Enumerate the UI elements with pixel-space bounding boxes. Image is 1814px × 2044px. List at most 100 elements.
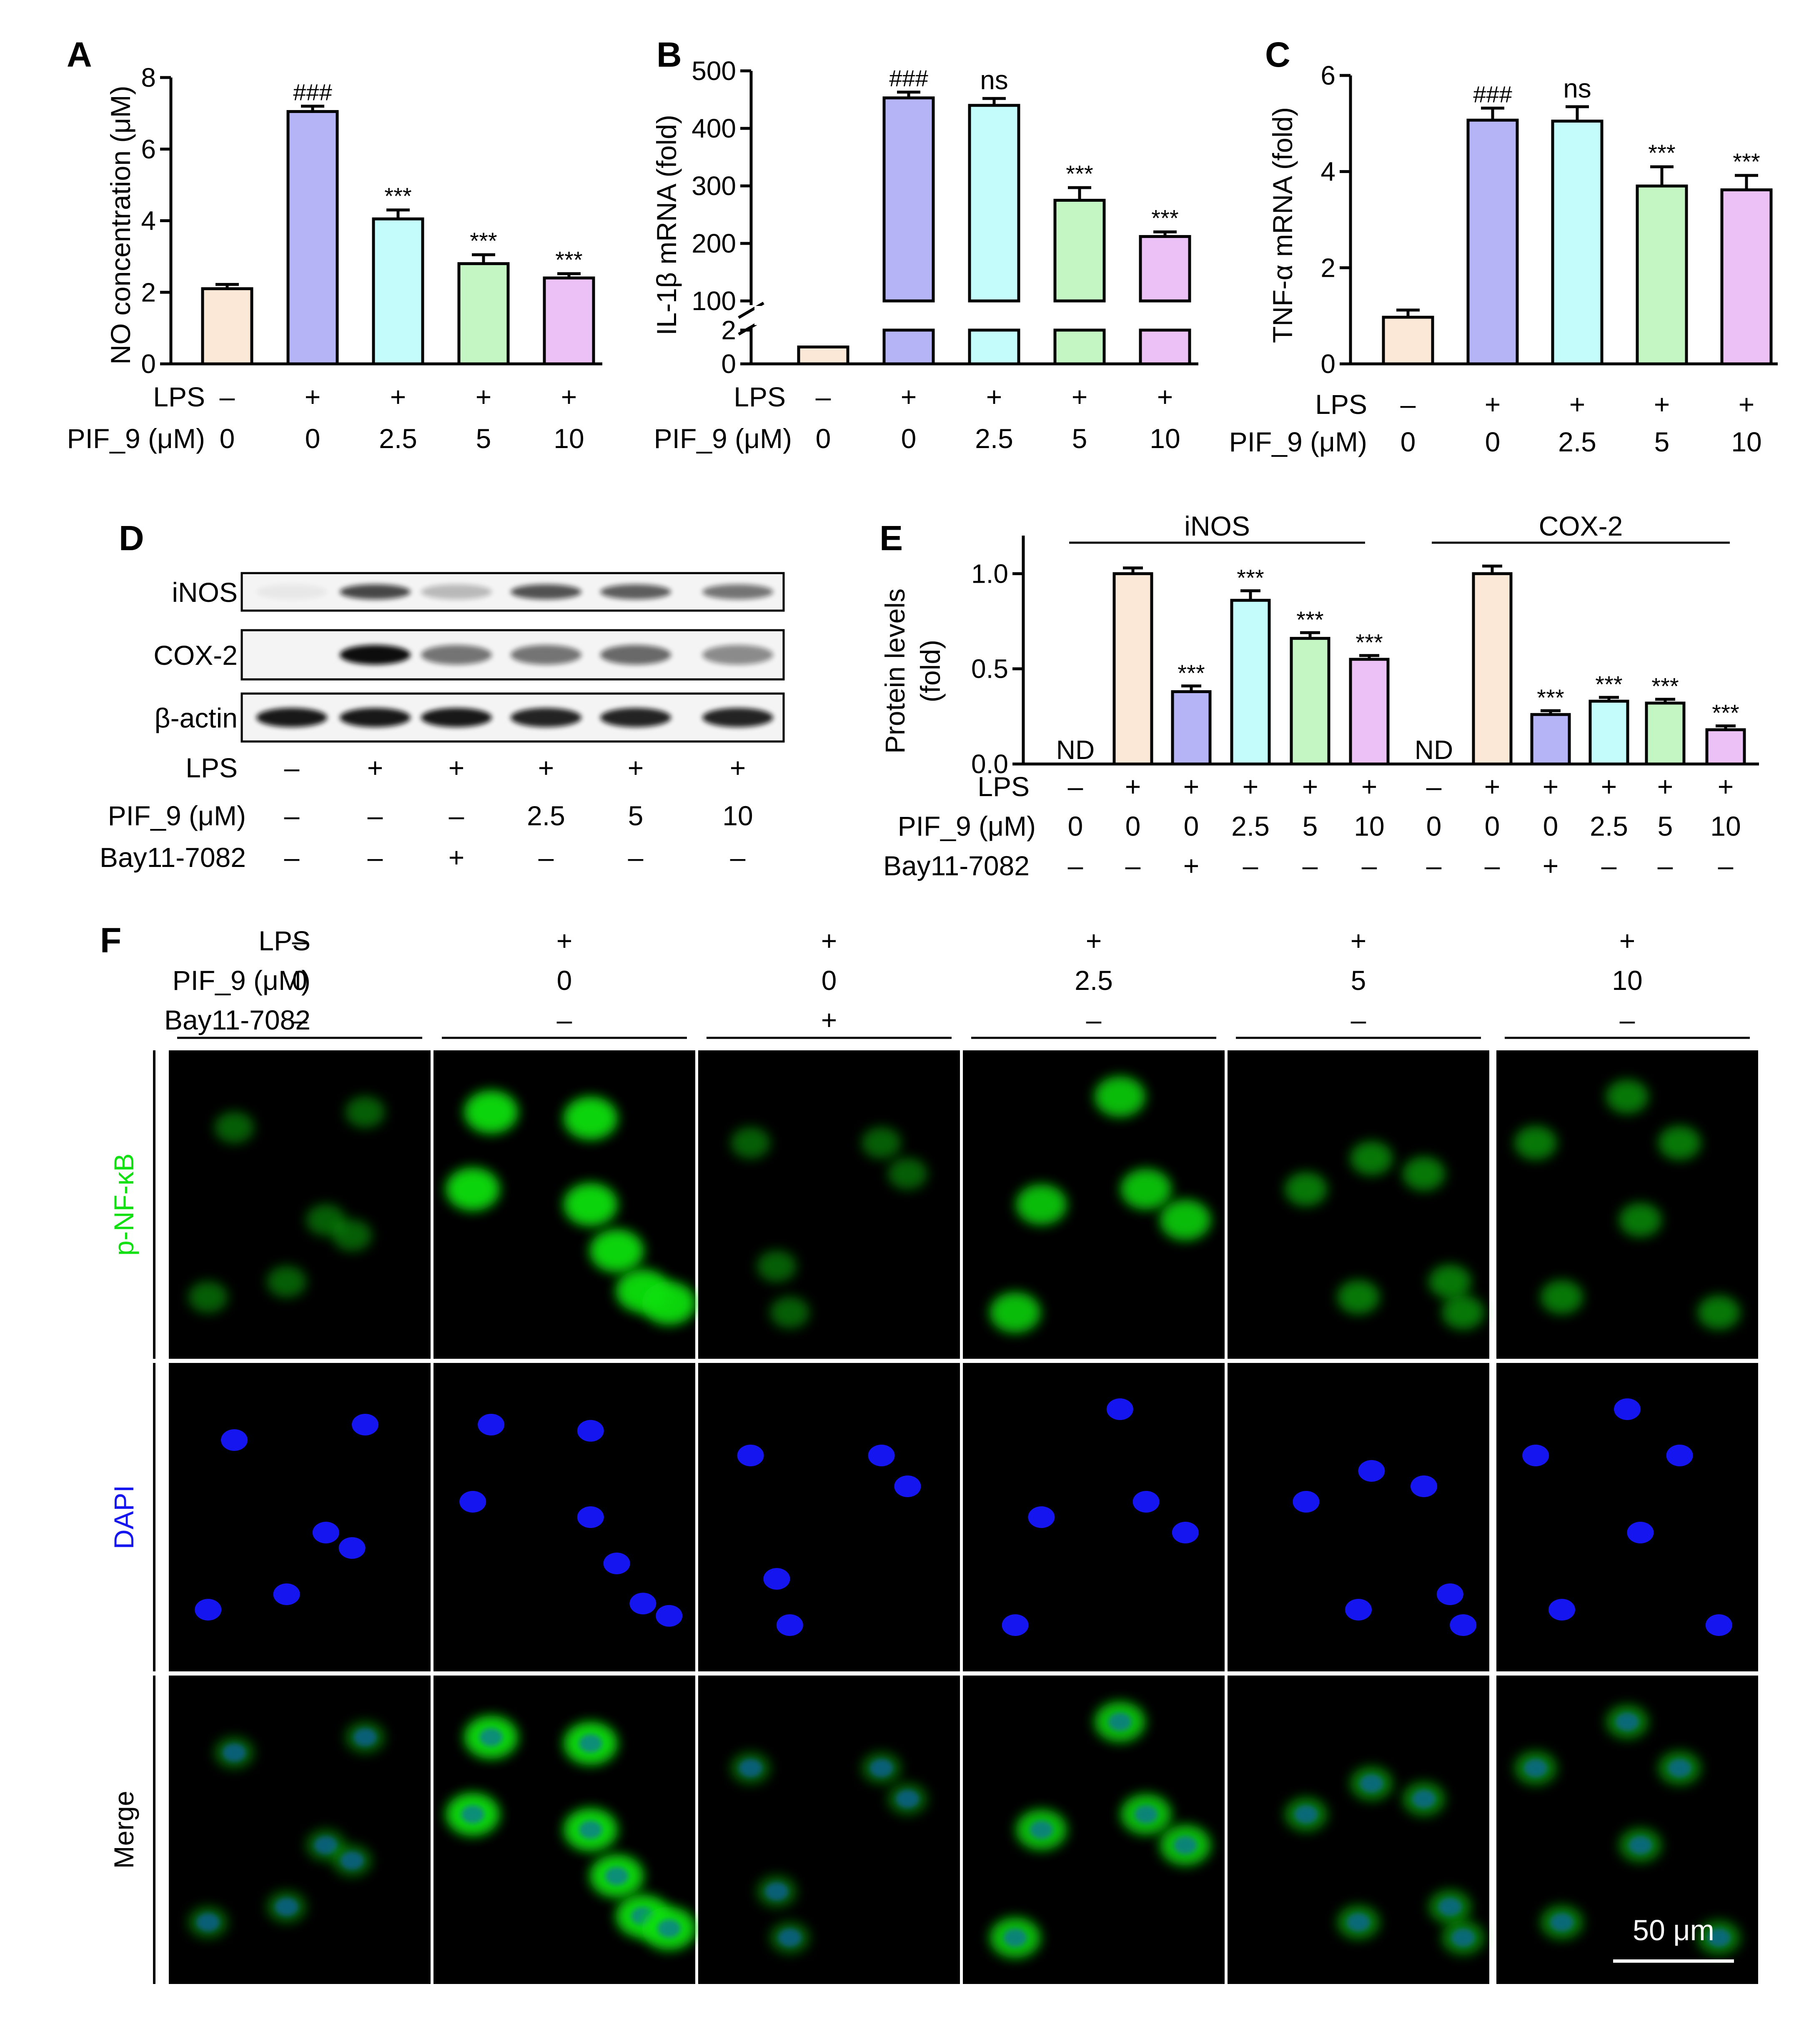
micrograph [433,1363,695,1671]
panel-letter-b: B [656,35,682,74]
lps-value: – [1426,771,1442,802]
y-axis-label-a: NO concentration (μM) [105,86,136,365]
nucleus-overlay [657,1919,681,1938]
bay-value: – [1362,850,1377,881]
bar [1636,184,1688,366]
bar [1472,572,1513,766]
nucleus-overlay [1629,1836,1652,1854]
y-tick-label: 6 [1320,60,1335,90]
y-axis-label-c: TNF-α mRNA (fold) [1267,107,1298,343]
blot-band [702,645,773,665]
axis-break-mark [738,301,764,319]
bar-lower [1139,328,1191,366]
nucleus-overlay [1451,1929,1475,1947]
lps-value: – [1401,389,1416,420]
lps-value: + [561,381,577,412]
bar [797,346,849,366]
y-tick-label: 0.0 [971,749,1008,779]
cell-signal [1350,1141,1393,1175]
cell-signal [1658,1126,1701,1160]
pif-value: 0 [305,423,321,454]
pif-value: 0 [1543,811,1558,842]
nucleus [1002,1614,1029,1636]
lps-value: + [986,381,1002,412]
nucleus-overlay [275,1898,298,1916]
bar [1705,728,1746,766]
significance-label: *** [1066,160,1093,187]
band-label: COX-2 [153,640,238,671]
blot-band [340,584,411,599]
cell-signal [446,1167,500,1211]
blot-band [256,584,327,599]
lps-value: + [1361,771,1378,802]
bay-value: + [1183,850,1200,881]
lps-value: – [816,381,831,412]
bay-value: + [1543,850,1559,881]
pif-value: 0 [292,965,308,996]
nucleus-overlay [223,1743,246,1762]
y-tick-label: 4 [1320,157,1335,187]
pif-value: 0 [1426,811,1442,842]
bay-value: – [1620,1004,1635,1035]
blot-band [421,708,492,727]
pif-value: 2.5 [1075,965,1113,996]
cell-signal [332,1220,372,1251]
bay-value: – [1086,1004,1102,1035]
nucleus [603,1553,630,1574]
nucleus-overlay [765,1882,789,1901]
panel-c: C TNF-α mRNA (fold) 0 2 4 6 ### ns *** *** – 0 +0… [1229,35,1778,457]
lps-value: + [1657,771,1674,802]
bay-label: Bay11-7082 [100,842,246,873]
pif-value: 0 [1485,426,1501,457]
cell-signal [1606,1080,1649,1114]
bay-label: Bay11-7082 [883,850,1030,881]
cell-signal [1619,1203,1662,1237]
bar-upper [882,96,935,303]
nucleus-overlay [314,1836,338,1854]
bar [286,110,339,366]
nucleus-overlay [579,1734,602,1753]
nd-label: ND [1056,735,1095,765]
significance-label: *** [555,247,582,273]
nucleus [577,1506,604,1528]
nucleus [1548,1599,1575,1621]
bay-value: – [539,842,554,873]
group-label: COX-2 [1539,511,1623,541]
bay-value: – [368,842,383,873]
bay-value: – [1303,850,1318,881]
y-tick-label: 2 [1320,253,1335,283]
panel-letter-a: A [67,35,92,74]
nucleus [1436,1583,1463,1605]
blot-band [600,645,671,665]
pif-value: 5 [1658,811,1673,842]
nucleus-overlay [1668,1759,1691,1777]
bay-value: – [1601,850,1617,881]
pif-value: 5 [1351,965,1366,996]
nucleus-overlay [1347,1913,1370,1931]
significance-label: *** [1648,140,1675,166]
cell-signal [1697,1295,1741,1330]
micrograph [169,1363,431,1671]
cell-signal [1160,1200,1211,1240]
lps-label: LPS [185,752,238,783]
lps-value: + [390,381,406,412]
bar-lower [968,328,1020,366]
bay-value: – [1068,850,1083,881]
cell-signal [887,1158,927,1190]
panel-a: A NO concentration (μM) 0 2 4 6 8 ### *** *** **… [67,35,602,454]
pif-value: 10 [1612,965,1642,996]
lps-value: – [284,752,300,783]
nucleus-overlay [196,1913,220,1931]
bar [1551,120,1604,366]
pif-value: 0 [816,423,831,454]
scale-bar-label: 50 μm [1633,1914,1714,1946]
pif-value: 5 [628,800,644,831]
pif-value: 0 [1401,426,1416,457]
lps-value: + [1243,771,1259,802]
significance-label: *** [1537,684,1564,711]
pif-value: 10 [554,423,584,454]
significance-label: *** [1355,629,1383,656]
pif-value: – [284,800,300,831]
bar-upper [1053,199,1106,303]
